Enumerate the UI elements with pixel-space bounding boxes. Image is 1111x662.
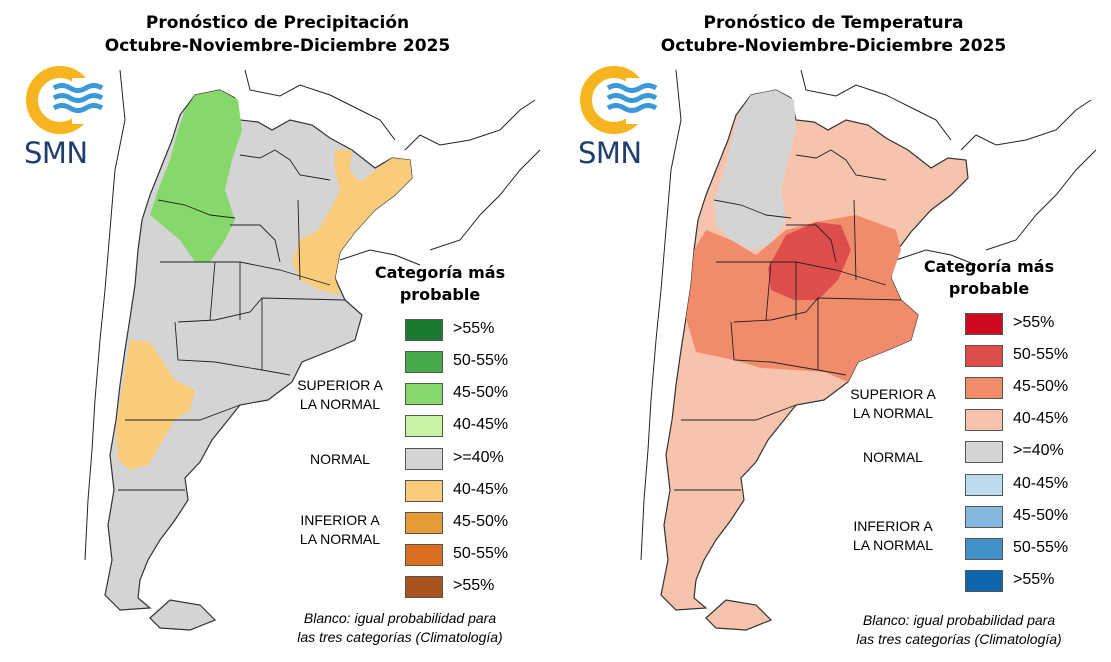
precipitation-legend-title: Categoría más probable [360,262,520,306]
legend-label: 50-55% [1013,539,1069,556]
category-superior: SUPERIOR A LA NORMAL [285,376,395,414]
legend-label: 45-50% [453,384,509,401]
category-normal: NORMAL [285,450,395,469]
tierra-del-fuego [705,599,773,631]
legend-label: 45-50% [1013,507,1069,524]
category-inferior-line2: LA NORMAL [299,531,381,547]
legend-swatch [965,409,1003,431]
precipitation-title-line1: Pronóstico de Precipitación [145,13,410,33]
category-superior-line1: SUPERIOR A [850,386,936,402]
category-normal-label: NORMAL [863,449,923,465]
legend-swatch [965,570,1003,592]
temperature-title-line2: Octubre-Noviembre-Diciembre 2025 [660,36,1007,56]
legend-swatch [965,377,1003,399]
category-superior-line2: LA NORMAL [299,396,381,412]
temperature-title-line1: Pronóstico de Temperatura [703,13,964,33]
legend-label: >=40% [1013,442,1064,459]
temperature-title: Pronóstico de Temperatura Octubre-Noviem… [556,12,1111,58]
category-superior: SUPERIOR A LA NORMAL [838,385,948,423]
legend-swatch [965,441,1003,463]
legend-label: 45-50% [453,513,509,530]
legend-label: >55% [1013,314,1055,331]
tierra-del-fuego [149,599,217,631]
legend-swatch [405,480,443,502]
temp-hot-region [768,222,851,300]
category-normal: NORMAL [838,448,948,467]
category-superior-line2: LA NORMAL [852,405,934,421]
precip-dry-region-ne [292,150,412,295]
smn-logo: SMN [22,66,112,170]
temperature-map [640,70,1097,631]
precipitation-map [84,70,541,631]
legend-label: 40-45% [1013,475,1069,492]
precipitation-title-line2: Octubre-Noviembre-Diciembre 2025 [104,36,451,56]
legend-swatch [405,576,443,598]
category-inferior-line2: LA NORMAL [852,537,934,553]
legend-title-line1: Categoría más [374,263,506,282]
note-line2: las tres categorías (Climatología) [856,631,1062,647]
legend-swatch [405,351,443,373]
legend-label: 50-55% [1013,346,1069,363]
category-inferior-line1: INFERIOR A [300,512,380,528]
legend-swatch [405,383,443,405]
legend-label: 40-45% [1013,410,1069,427]
legend-swatch [965,313,1003,335]
legend-label: 50-55% [453,545,509,562]
legend-swatch [405,415,443,437]
legend-label: 50-55% [453,352,509,369]
category-inferior-line1: INFERIOR A [853,518,933,534]
precipitation-note: Blanco: igual probabilidad para las tres… [250,609,550,647]
note-line2: las tres categorías (Climatología) [297,629,503,645]
legend-label: >=40% [453,449,504,466]
precip-wet-region [150,90,242,262]
legend-label: 45-50% [1013,378,1069,395]
note-line1: Blanco: igual probabilidad para [862,612,1056,628]
legend-swatch [405,448,443,470]
legend-swatch [965,538,1003,560]
legend-label: 40-45% [453,416,509,433]
precipitation-panel: Pronóstico de Precipitación Octubre-Novi… [0,0,555,662]
category-inferior: INFERIOR A LA NORMAL [285,511,395,549]
smn-logo: SMN [576,66,666,170]
legend-label: >55% [453,577,495,594]
category-superior-line1: SUPERIOR A [297,377,383,393]
temperature-note: Blanco: igual probabilidad para las tres… [809,611,1109,649]
precip-dry-region-south [116,340,195,470]
legend-swatch [965,345,1003,367]
legend-swatch [405,319,443,341]
legend-label: 40-45% [453,481,509,498]
legend-label: >55% [453,320,495,337]
temp-normal-region [714,90,796,250]
temperature-legend-title: Categoría más probable [909,256,1069,300]
legend-title-line1: Categoría más [923,257,1055,276]
smn-logo-text: SMN [578,136,642,170]
temperature-panel: Pronóstico de Temperatura Octubre-Noviem… [556,0,1111,662]
legend-swatch [965,474,1003,496]
legend-swatch [965,506,1003,528]
category-inferior: INFERIOR A LA NORMAL [838,517,948,555]
legend-title-line2: probable [399,285,481,304]
legend-swatch [405,512,443,534]
smn-logo-text: SMN [24,136,88,170]
category-normal-label: NORMAL [310,451,370,467]
legend-title-line2: probable [948,279,1030,298]
note-line1: Blanco: igual probabilidad para [303,610,497,626]
legend-label: >55% [1013,571,1055,588]
precipitation-title: Pronóstico de Precipitación Octubre-Novi… [0,12,555,58]
legend-swatch [405,544,443,566]
